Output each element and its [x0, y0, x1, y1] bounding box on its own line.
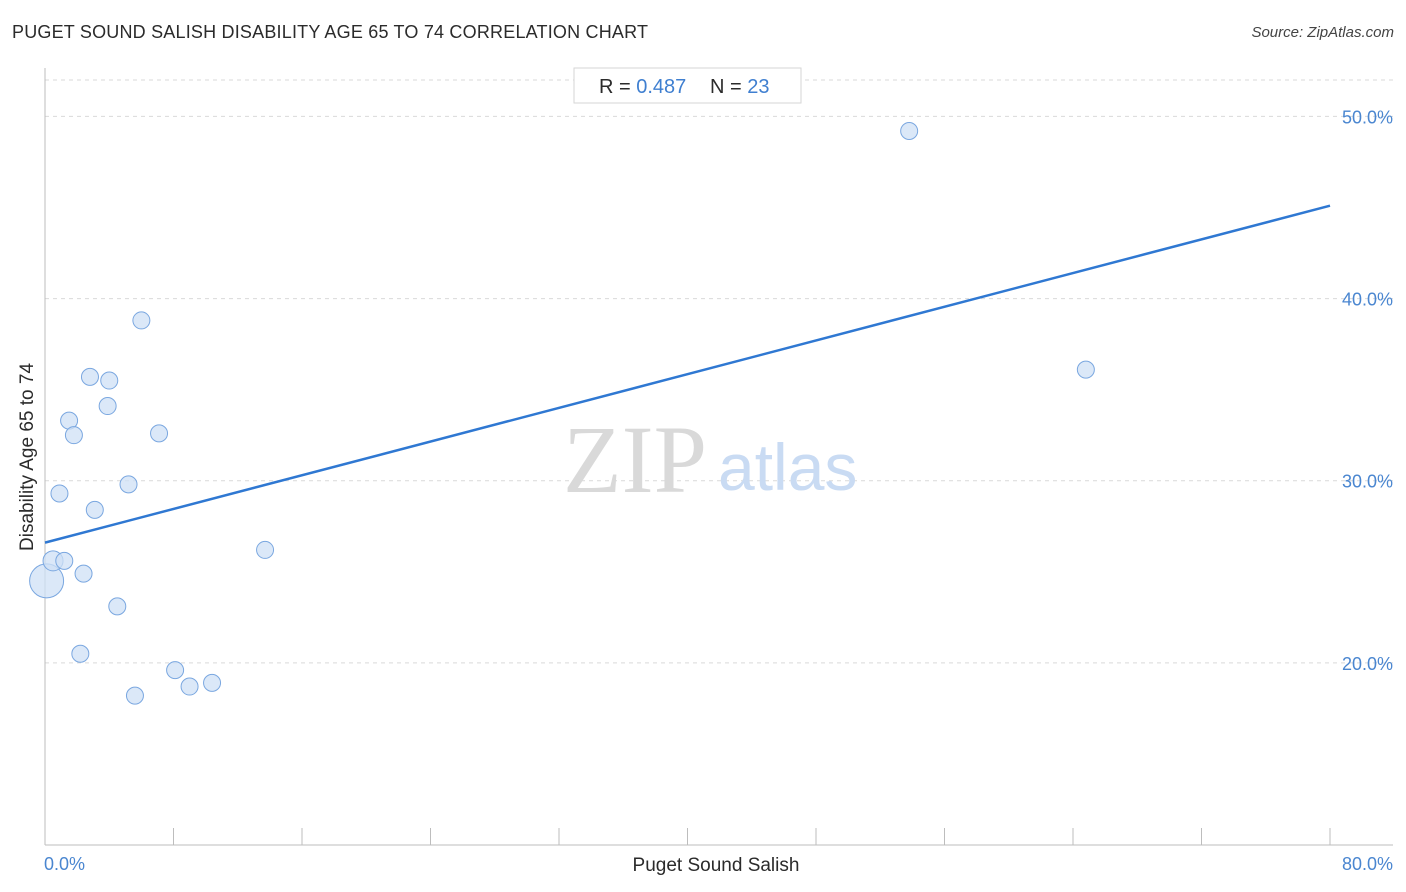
- y-tick-label: 20.0%: [1342, 654, 1393, 674]
- watermark-zip: ZIP: [563, 406, 707, 513]
- data-point: [256, 540, 275, 559]
- data-point: [50, 484, 69, 503]
- n-label: N =: [710, 76, 747, 98]
- svg-text:N = 23: N = 23: [710, 76, 770, 98]
- data-point: [180, 677, 199, 696]
- y-tick-label: 50.0%: [1342, 107, 1393, 127]
- data-point: [900, 122, 919, 140]
- data-point: [64, 426, 83, 445]
- data-point: [1076, 360, 1095, 379]
- y-tick-labels: 20.0% 30.0% 40.0% 50.0%: [1342, 107, 1393, 673]
- watermark: ZIP atlas: [563, 406, 857, 513]
- data-point: [132, 311, 151, 330]
- data-point: [119, 475, 138, 494]
- data-point: [80, 367, 99, 386]
- data-point: [71, 644, 90, 663]
- x-tick-label-max: 80.0%: [1342, 854, 1393, 874]
- source-credit: Source: ZipAtlas.com: [1251, 24, 1394, 41]
- data-point: [85, 500, 104, 519]
- data-point: [55, 551, 74, 570]
- y-tick-label: 30.0%: [1342, 472, 1393, 492]
- axes: [44, 68, 1393, 846]
- data-point: [150, 424, 169, 443]
- data-point: [108, 597, 127, 616]
- data-point: [100, 371, 119, 390]
- data-points: [29, 122, 1095, 705]
- data-point: [166, 661, 185, 680]
- x-tick-label-min: 0.0%: [44, 854, 85, 874]
- stats-box-frame: [573, 67, 802, 104]
- x-ticks: [44, 828, 1331, 845]
- n-value: 23: [747, 76, 769, 98]
- data-point: [74, 564, 93, 583]
- gridlines: [45, 79, 1393, 664]
- x-axis-label: Puget Sound Salish: [633, 855, 800, 876]
- trend-line: [44, 204, 1331, 544]
- stats-box: R = 0.487 N = 23: [573, 67, 802, 104]
- r-label: R =: [599, 76, 636, 98]
- data-point: [125, 686, 144, 705]
- r-value: 0.487: [636, 76, 686, 98]
- chart-title: PUGET SOUND SALISH DISABILITY AGE 65 TO …: [12, 22, 649, 42]
- y-tick-label: 40.0%: [1342, 290, 1393, 310]
- svg-text:R = 0.487: R = 0.487: [599, 76, 686, 98]
- data-point: [203, 673, 222, 692]
- y-axis-label: Disability Age 65 to 74: [17, 363, 38, 551]
- watermark-atlas: atlas: [718, 430, 857, 504]
- data-point: [98, 397, 117, 416]
